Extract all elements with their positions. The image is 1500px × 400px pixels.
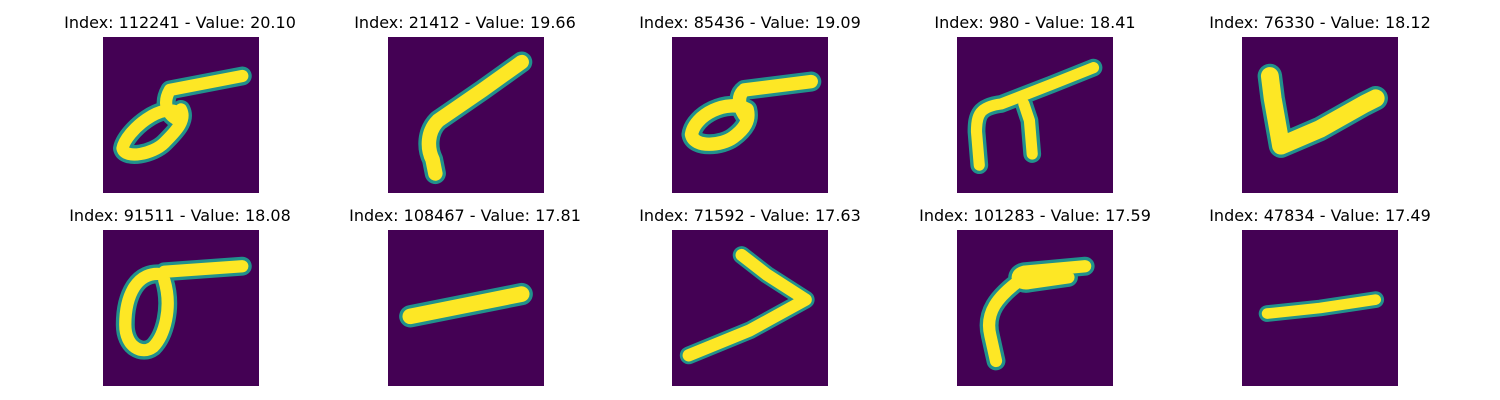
glyph-image bbox=[672, 37, 828, 193]
panel-image bbox=[672, 37, 828, 193]
panel-title: Index: 112241 - Value: 20.10 bbox=[64, 13, 296, 32]
panel-title: Index: 21412 - Value: 19.66 bbox=[354, 13, 576, 32]
panel-image bbox=[103, 37, 259, 193]
panel-image bbox=[1242, 37, 1398, 193]
panel-title: Index: 980 - Value: 18.41 bbox=[934, 13, 1136, 32]
glyph-image bbox=[672, 230, 828, 386]
glyph-image bbox=[388, 230, 544, 386]
panel-image bbox=[957, 230, 1113, 386]
panel-image bbox=[388, 37, 544, 193]
glyph-image bbox=[957, 230, 1113, 386]
panel-image bbox=[957, 37, 1113, 193]
glyph-image bbox=[103, 230, 259, 386]
glyph-image bbox=[103, 37, 259, 193]
panel-title: Index: 85436 - Value: 19.09 bbox=[639, 13, 861, 32]
panel-title: Index: 47834 - Value: 17.49 bbox=[1209, 206, 1431, 225]
glyph-image bbox=[957, 37, 1113, 193]
panel-image bbox=[1242, 230, 1398, 386]
glyph-image bbox=[1242, 37, 1398, 193]
glyph-image bbox=[1242, 230, 1398, 386]
panel-image bbox=[103, 230, 259, 386]
panel-image bbox=[388, 230, 544, 386]
panel-title: Index: 91511 - Value: 18.08 bbox=[69, 206, 291, 225]
panel-title: Index: 76330 - Value: 18.12 bbox=[1209, 13, 1431, 32]
panel-title: Index: 108467 - Value: 17.81 bbox=[349, 206, 581, 225]
panel-title: Index: 101283 - Value: 17.59 bbox=[919, 206, 1151, 225]
glyph-image bbox=[388, 37, 544, 193]
panel-image bbox=[672, 230, 828, 386]
panel-title: Index: 71592 - Value: 17.63 bbox=[639, 206, 861, 225]
